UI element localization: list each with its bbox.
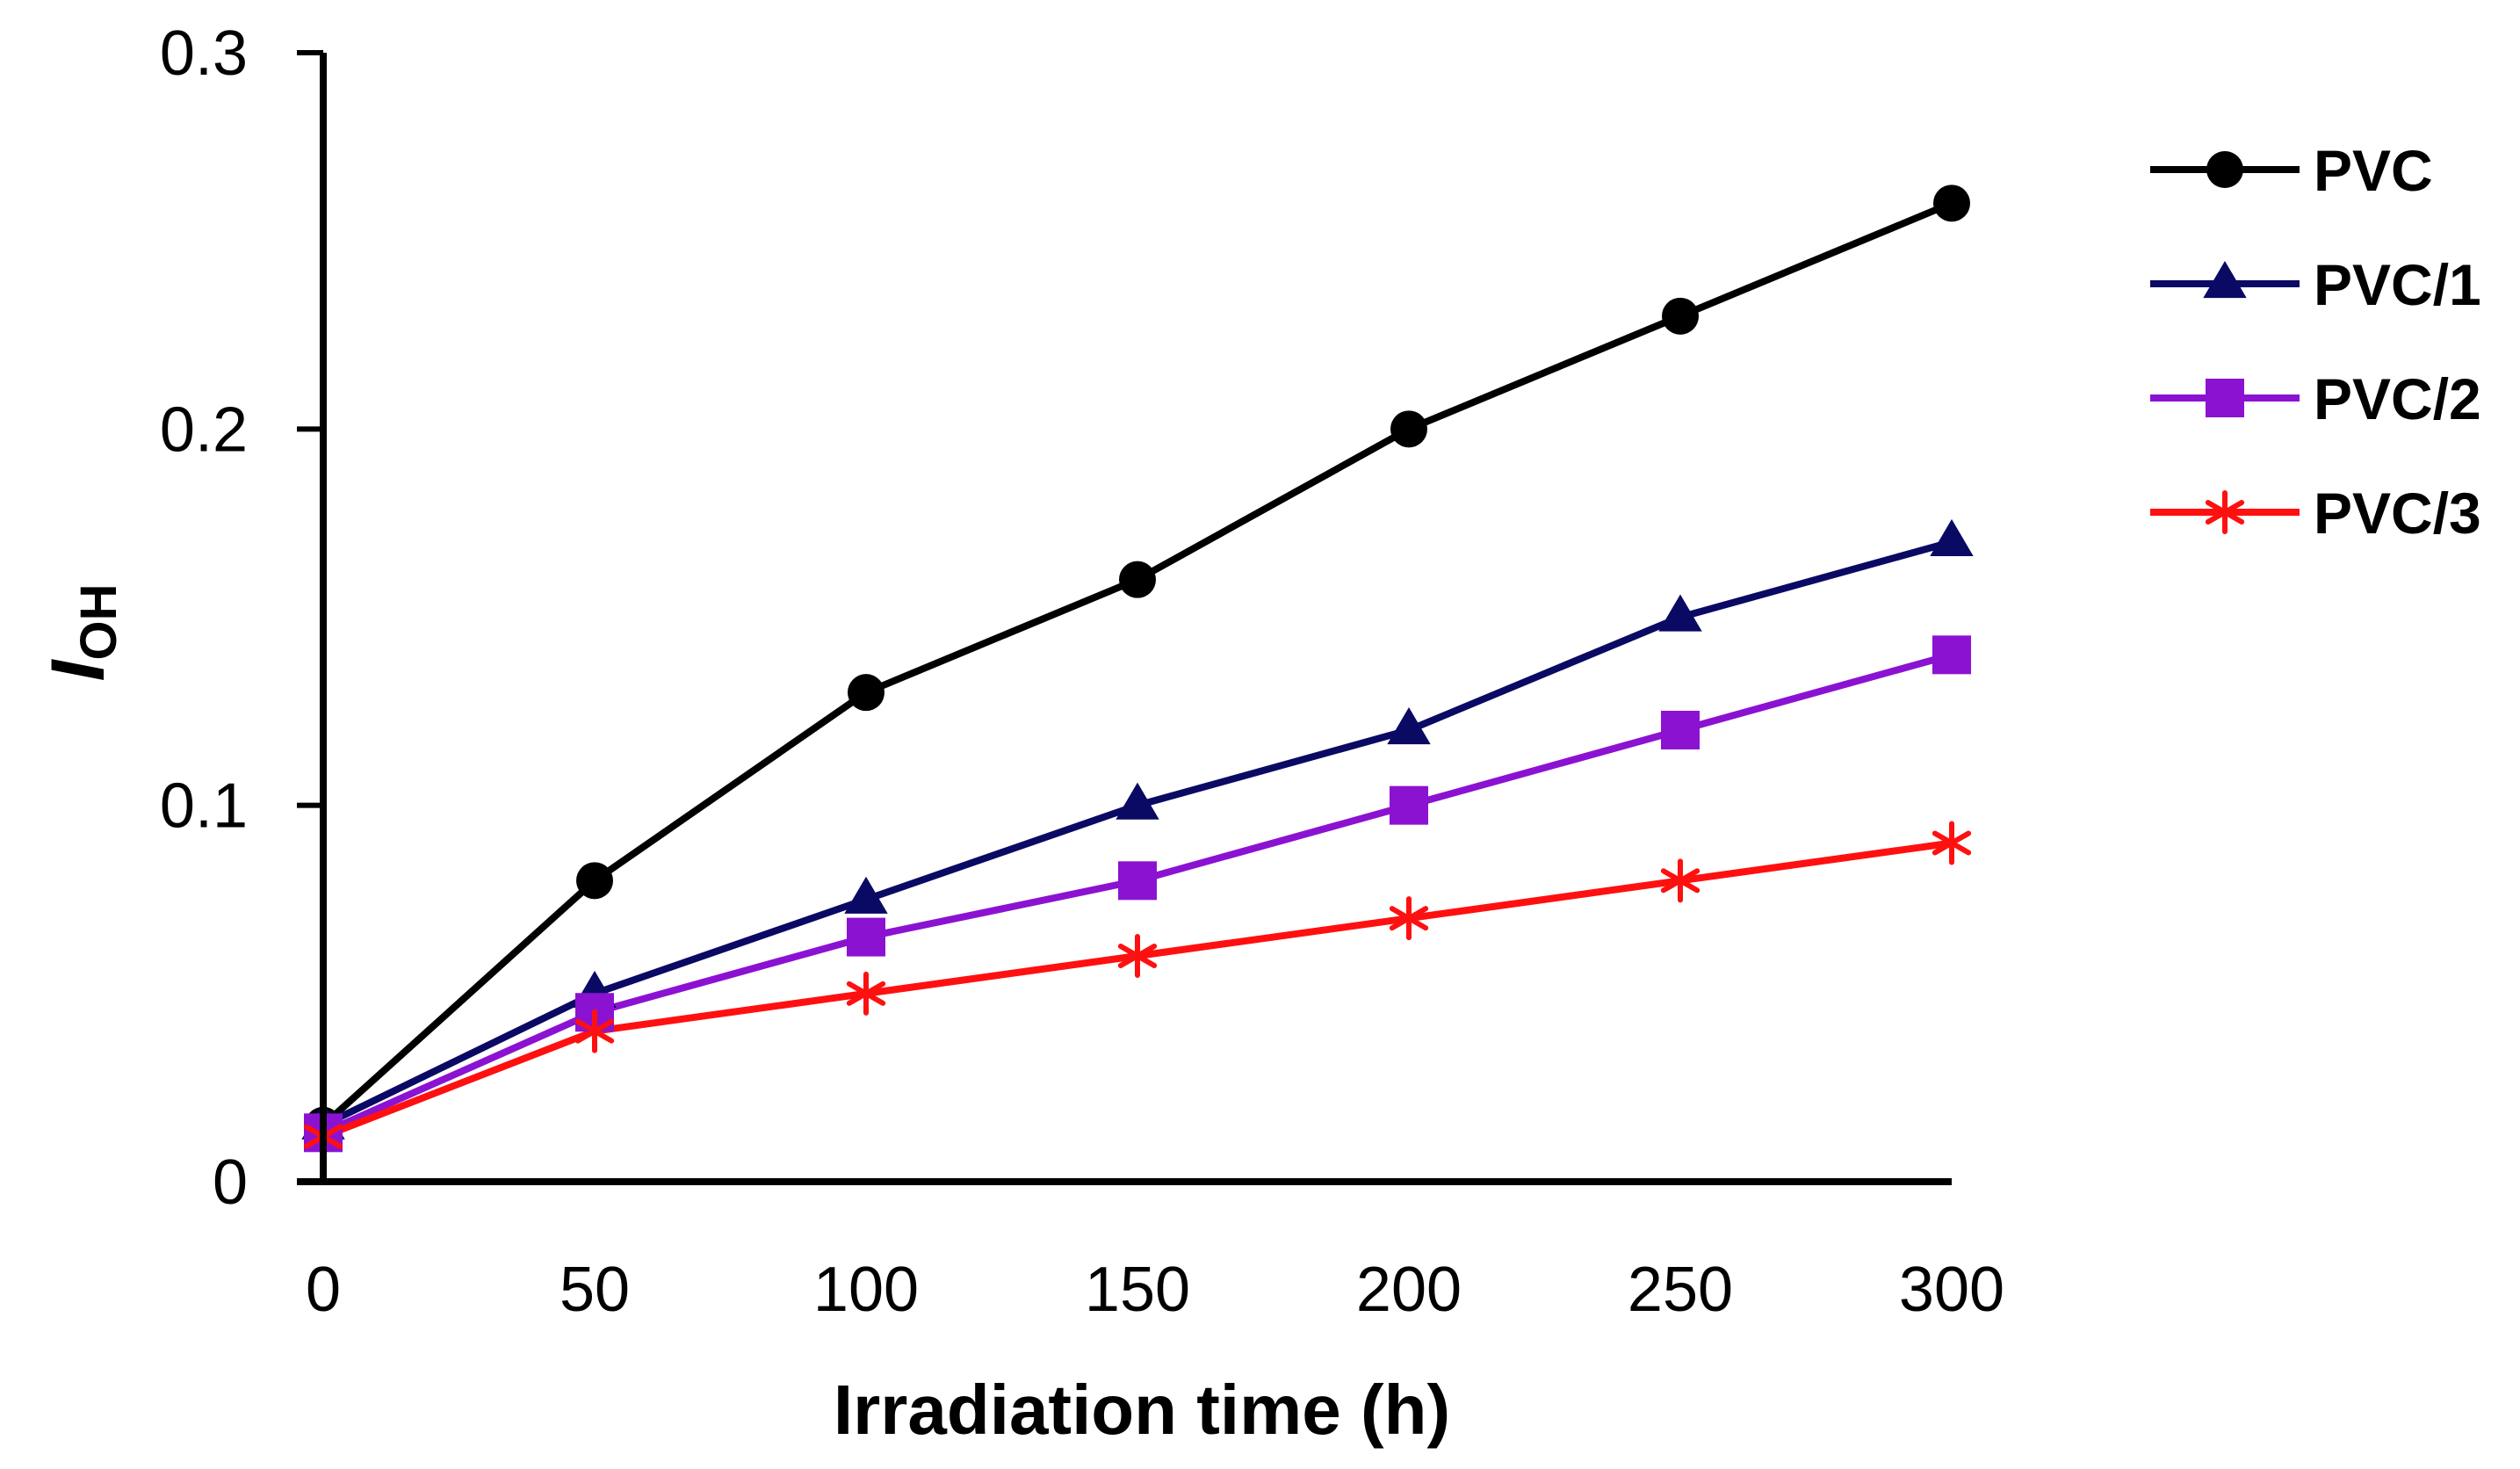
data-point-pvc-2-300 xyxy=(1932,635,1971,675)
data-point-pvc-300 xyxy=(1933,185,1970,222)
y-tick-label-0: 0 xyxy=(213,1147,248,1218)
data-point-pvc-2-150 xyxy=(1118,861,1157,901)
legend-item-pvc: PVC xyxy=(2150,138,2433,203)
x-tick-label-6: 300 xyxy=(1899,1255,2004,1325)
x-tick-label-5: 250 xyxy=(1628,1255,1733,1325)
legend-item-pvc-2: PVC/2 xyxy=(2150,366,2481,431)
data-point-pvc-3-100 xyxy=(846,971,886,1016)
data-point-pvc-1-150 xyxy=(1116,782,1159,820)
legend-item-pvc-3: PVC/3 xyxy=(2150,481,2481,546)
legend: PVC PVC/1 PVC/2 PVC/3 xyxy=(2150,138,2481,546)
x-tick-label-3: 150 xyxy=(1085,1255,1190,1325)
x-tick-label-0: 0 xyxy=(306,1255,341,1325)
y-axis-title-subscript: OH xyxy=(70,584,127,661)
data-point-pvc-2-250 xyxy=(1661,711,1700,749)
legend-label-pvc-2: PVC/2 xyxy=(2314,366,2481,431)
data-point-pvc-1-250 xyxy=(1658,594,1702,632)
legend-marker-pvc-3 xyxy=(2205,490,2245,534)
x-axis-title: Irradiation time (h) xyxy=(834,1371,1450,1449)
y-tick-label-3: 0.3 xyxy=(160,18,248,89)
data-point-pvc-100 xyxy=(848,674,885,712)
data-point-pvc-200 xyxy=(1390,410,1427,448)
data-point-pvc-3-300 xyxy=(1932,821,1972,865)
data-point-pvc-3-150 xyxy=(1117,934,1158,978)
plot-lines xyxy=(321,199,1953,1140)
legend-marker-pvc-2 xyxy=(2206,379,2244,417)
data-point-pvc-150 xyxy=(1119,561,1156,598)
x-tick-label-2: 100 xyxy=(813,1255,919,1325)
y-tick-label-1: 0.1 xyxy=(160,771,248,842)
data-point-pvc-1-100 xyxy=(844,876,888,914)
y-tick-label-2: 0.2 xyxy=(160,394,248,465)
legend-label-pvc-3: PVC/3 xyxy=(2314,481,2481,546)
data-point-pvc-3-250 xyxy=(1660,858,1700,903)
data-point-pvc-2-200 xyxy=(1390,785,1428,825)
legend-marker-pvc-1 xyxy=(2203,261,2247,299)
data-point-pvc-1-300 xyxy=(1930,518,1974,556)
legend-label-pvc-1: PVC/1 xyxy=(2314,252,2481,317)
ticks: 0 0.1 0.2 0.3 0 50 100 150 200 250 300 xyxy=(160,18,2004,1325)
x-tick-label-1: 50 xyxy=(560,1255,630,1325)
data-point-pvc-3-200 xyxy=(1389,896,1429,941)
data-point-pvc-50 xyxy=(576,862,613,900)
legend-item-pvc-1: PVC/1 xyxy=(2150,252,2481,317)
data-point-pvc-2-100 xyxy=(847,917,885,957)
data-point-pvc-250 xyxy=(1662,297,1699,335)
y-axis-title-main: I xyxy=(36,658,120,681)
legend-label-pvc: PVC xyxy=(2314,138,2433,203)
axes xyxy=(297,53,1952,1185)
series-line-pvc xyxy=(321,199,1953,1128)
x-tick-label-4: 200 xyxy=(1356,1255,1462,1325)
series-line-pvc-1 xyxy=(321,538,1953,1129)
legend-marker-pvc xyxy=(2206,151,2243,188)
y-axis-title: IOH xyxy=(36,584,127,682)
data-point-pvc-1-200 xyxy=(1387,707,1431,745)
data-point-pvc-3-50 xyxy=(574,1009,615,1053)
